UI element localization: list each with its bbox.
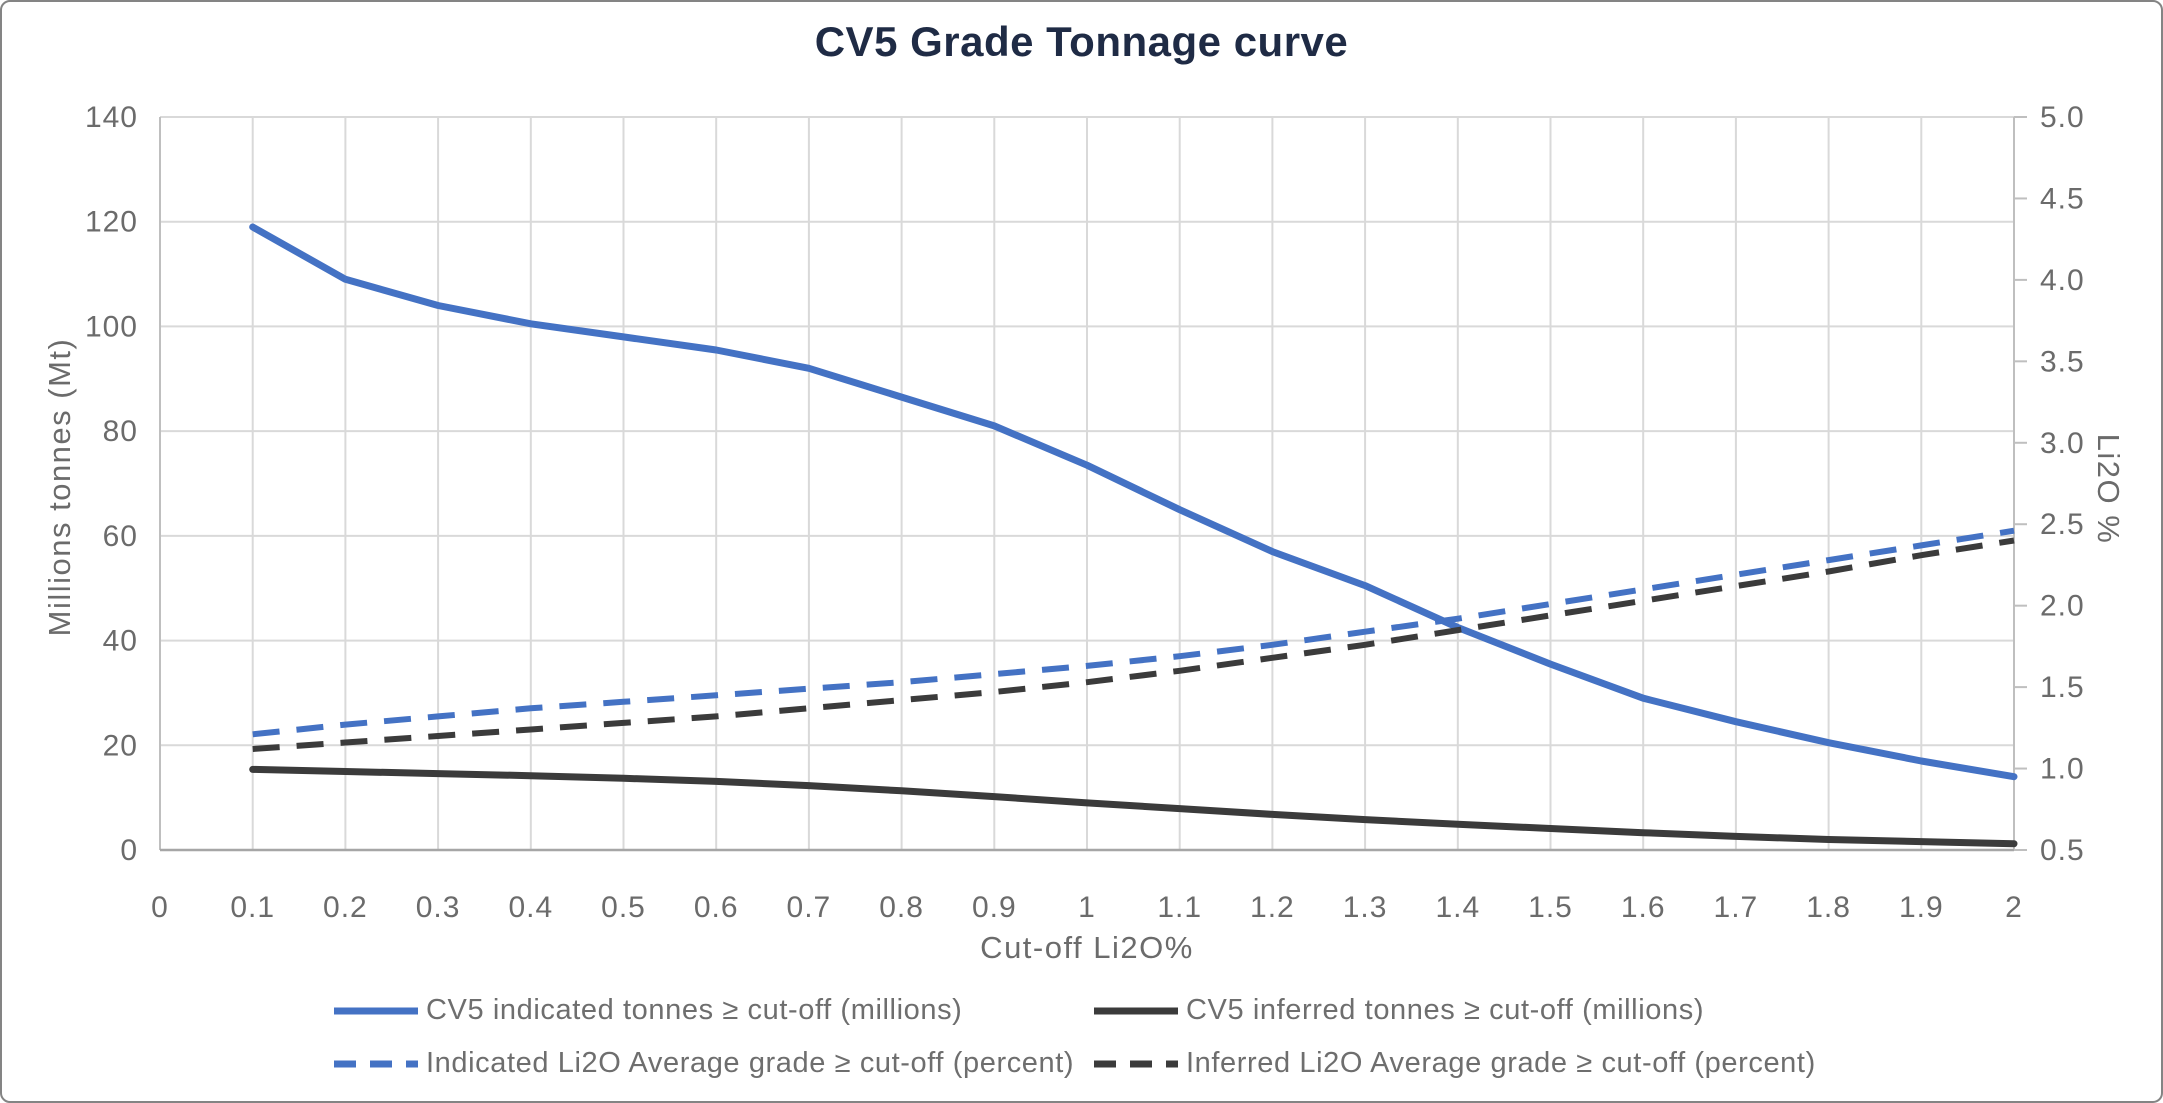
series-line-2 [252, 527, 2015, 738]
x-tick-label: 0.3 [416, 891, 461, 924]
y-tick-label-left: 100 [85, 310, 138, 343]
y-tick-label-left: 120 [85, 206, 138, 239]
x-tick-label: 1.6 [1621, 891, 1666, 924]
x-tick-label: 0.6 [694, 891, 739, 924]
y-tick-label-right: 2.0 [2040, 590, 2085, 623]
y-tick-label-right: 4.5 [2040, 182, 2085, 215]
x-tick-label: 0.7 [787, 891, 832, 924]
x-tick-label: 0 [151, 891, 169, 924]
x-tick-label: 1.3 [1343, 891, 1388, 924]
y-axis-title-left: Millions tonnes (Mt) [42, 337, 77, 637]
y-tick-label-right: 1.5 [2040, 671, 2085, 704]
chart-title: CV5 Grade Tonnage curve [814, 18, 1349, 65]
series-line-0 [249, 223, 2018, 781]
y-tick-label-right: 3.5 [2040, 345, 2085, 378]
x-tick-label: 0.5 [601, 891, 646, 924]
x-tick-label: 0.2 [323, 891, 368, 924]
x-tick-label: 0.8 [879, 891, 924, 924]
x-tick-label: 0.9 [972, 891, 1017, 924]
x-tick-label: 1.5 [1528, 891, 1573, 924]
y-tick-label-right: 3.0 [2040, 427, 2085, 460]
x-tick-label: 1.1 [1157, 891, 1202, 924]
y-tick-label-right: 4.0 [2040, 264, 2085, 297]
y-tick-label-left: 0 [120, 834, 138, 867]
y-tick-label-right: 5.0 [2040, 101, 2085, 134]
y-tick-label-right: 2.5 [2040, 508, 2085, 541]
series-line-3 [252, 537, 2015, 752]
x-tick-label: 0.1 [230, 891, 275, 924]
x-tick-label: 1 [1078, 891, 1096, 924]
x-tick-label: 2 [2005, 891, 2023, 924]
series-line-1 [249, 765, 2018, 848]
y-tick-label-right: 1.0 [2040, 753, 2085, 786]
x-tick-label: 1.8 [1806, 891, 1851, 924]
x-tick-label: 0.4 [508, 891, 553, 924]
x-axis-title: Cut-off Li2O% [980, 930, 1194, 965]
x-tick-label: 1.7 [1714, 891, 1759, 924]
y-tick-label-left: 80 [103, 415, 138, 448]
x-tick-label: 1.4 [1435, 891, 1480, 924]
y-tick-label-left: 60 [103, 520, 138, 553]
y-axis-title-right: Li2O % [2091, 433, 2126, 545]
y-tick-label-left: 20 [103, 729, 138, 762]
x-tick-label: 1.2 [1250, 891, 1295, 924]
x-tick-label: 1.9 [1899, 891, 1944, 924]
y-tick-label-right: 0.5 [2040, 834, 2085, 867]
y-tick-label-left: 40 [103, 625, 138, 658]
y-tick-label-left: 140 [85, 101, 138, 134]
